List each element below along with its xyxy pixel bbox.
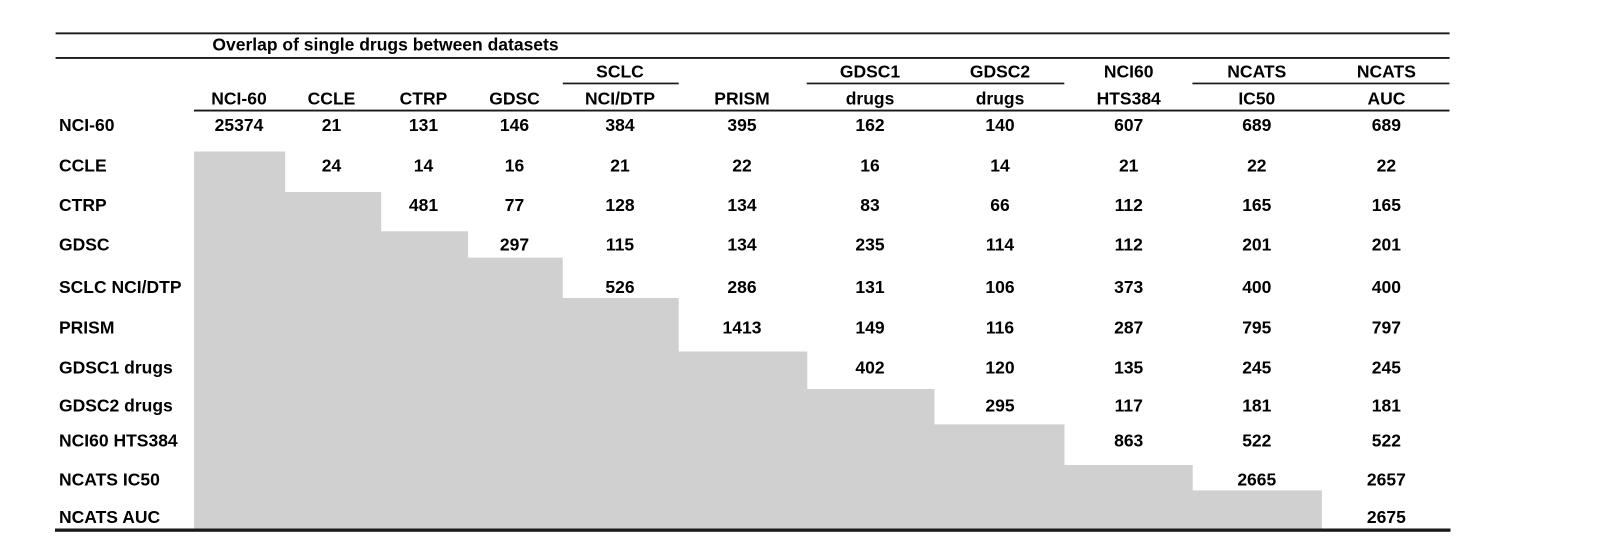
svg-text:22: 22 xyxy=(1377,156,1397,176)
svg-text:21: 21 xyxy=(1119,156,1139,176)
svg-text:NCATS AUC: NCATS AUC xyxy=(59,507,160,527)
svg-text:21: 21 xyxy=(322,115,342,135)
svg-text:GDSC2 drugs: GDSC2 drugs xyxy=(59,396,173,416)
svg-text:GDSC: GDSC xyxy=(59,235,110,255)
svg-text:201: 201 xyxy=(1242,235,1271,255)
svg-text:drugs: drugs xyxy=(976,88,1025,108)
svg-text:134: 134 xyxy=(727,195,756,215)
svg-text:522: 522 xyxy=(1242,431,1271,451)
svg-text:NCI60: NCI60 xyxy=(1104,62,1154,82)
svg-text:PRISM: PRISM xyxy=(714,88,769,108)
svg-text:66: 66 xyxy=(990,195,1010,215)
svg-text:GDSC: GDSC xyxy=(489,88,540,108)
svg-text:NCI-60: NCI-60 xyxy=(211,88,267,108)
svg-text:HTS384: HTS384 xyxy=(1097,88,1161,108)
svg-text:77: 77 xyxy=(505,195,524,215)
svg-text:14: 14 xyxy=(990,156,1010,176)
svg-text:drugs: drugs xyxy=(846,88,895,108)
svg-text:22: 22 xyxy=(1247,156,1267,176)
svg-text:795: 795 xyxy=(1242,318,1271,338)
svg-text:CCLE: CCLE xyxy=(308,88,356,108)
svg-text:245: 245 xyxy=(1372,358,1401,378)
svg-text:CCLE: CCLE xyxy=(59,156,107,176)
svg-text:395: 395 xyxy=(727,115,756,135)
svg-text:481: 481 xyxy=(409,195,438,215)
svg-text:CTRP: CTRP xyxy=(400,88,448,108)
svg-text:115: 115 xyxy=(606,235,634,255)
svg-text:22: 22 xyxy=(732,156,752,176)
svg-text:245: 245 xyxy=(1242,358,1271,378)
svg-text:181: 181 xyxy=(1372,396,1401,416)
svg-text:863: 863 xyxy=(1114,431,1143,451)
svg-text:797: 797 xyxy=(1372,318,1401,338)
svg-text:GDSC1 drugs: GDSC1 drugs xyxy=(59,358,173,378)
svg-text:83: 83 xyxy=(860,195,880,215)
svg-text:689: 689 xyxy=(1372,115,1401,135)
svg-text:165: 165 xyxy=(1372,195,1401,215)
svg-text:16: 16 xyxy=(860,156,880,176)
svg-text:2675: 2675 xyxy=(1367,507,1406,527)
svg-text:297: 297 xyxy=(500,235,529,255)
svg-text:AUC: AUC xyxy=(1367,88,1405,108)
svg-text:384: 384 xyxy=(605,115,634,135)
svg-text:CTRP: CTRP xyxy=(59,195,107,215)
svg-text:287: 287 xyxy=(1114,318,1143,338)
svg-text:149: 149 xyxy=(855,318,884,338)
svg-text:286: 286 xyxy=(727,277,756,297)
svg-text:201: 201 xyxy=(1372,235,1401,255)
svg-text:134: 134 xyxy=(727,235,756,255)
svg-text:140: 140 xyxy=(985,115,1014,135)
svg-text:GDSC2: GDSC2 xyxy=(970,62,1031,82)
svg-text:146: 146 xyxy=(500,115,529,135)
svg-text:131: 131 xyxy=(409,115,438,135)
svg-text:1413: 1413 xyxy=(723,318,762,338)
svg-text:Overlap of single drugs betwee: Overlap of single drugs between datasets xyxy=(212,34,558,54)
svg-text:181: 181 xyxy=(1242,396,1271,416)
svg-text:NCI-60: NCI-60 xyxy=(59,115,115,135)
svg-text:25374: 25374 xyxy=(215,115,264,135)
svg-text:128: 128 xyxy=(605,195,634,215)
svg-text:SCLC NCI/DTP: SCLC NCI/DTP xyxy=(59,277,182,297)
svg-text:114: 114 xyxy=(986,235,1014,255)
svg-text:SCLC: SCLC xyxy=(596,62,644,82)
svg-text:689: 689 xyxy=(1242,115,1271,135)
svg-text:400: 400 xyxy=(1372,277,1401,297)
svg-text:21: 21 xyxy=(610,156,630,176)
svg-text:522: 522 xyxy=(1372,431,1401,451)
svg-text:526: 526 xyxy=(605,277,634,297)
svg-text:607: 607 xyxy=(1114,115,1143,135)
svg-text:135: 135 xyxy=(1114,358,1143,378)
svg-text:116: 116 xyxy=(986,318,1014,338)
svg-text:112: 112 xyxy=(1115,235,1143,255)
svg-text:24: 24 xyxy=(322,156,342,176)
svg-text:402: 402 xyxy=(855,358,884,378)
svg-text:PRISM: PRISM xyxy=(59,318,114,338)
svg-text:2657: 2657 xyxy=(1367,470,1406,490)
svg-text:235: 235 xyxy=(855,235,884,255)
svg-text:295: 295 xyxy=(985,396,1014,416)
svg-text:117: 117 xyxy=(1115,396,1143,416)
svg-text:106: 106 xyxy=(985,277,1014,297)
svg-text:162: 162 xyxy=(855,115,884,135)
svg-text:NCI/DTP: NCI/DTP xyxy=(585,88,655,108)
svg-text:NCATS: NCATS xyxy=(1227,62,1286,82)
svg-text:14: 14 xyxy=(414,156,434,176)
svg-text:112: 112 xyxy=(1115,195,1143,215)
svg-text:400: 400 xyxy=(1242,277,1271,297)
svg-text:373: 373 xyxy=(1114,277,1143,297)
svg-text:NCI60 HTS384: NCI60 HTS384 xyxy=(59,431,178,451)
svg-text:131: 131 xyxy=(855,277,884,297)
svg-text:GDSC1: GDSC1 xyxy=(840,62,901,82)
svg-text:IC50: IC50 xyxy=(1238,88,1275,108)
svg-text:16: 16 xyxy=(505,156,525,176)
svg-text:2665: 2665 xyxy=(1237,470,1276,490)
svg-text:165: 165 xyxy=(1242,195,1271,215)
svg-text:NCATS: NCATS xyxy=(1357,62,1416,82)
svg-text:NCATS IC50: NCATS IC50 xyxy=(59,470,160,490)
svg-text:120: 120 xyxy=(985,358,1014,378)
